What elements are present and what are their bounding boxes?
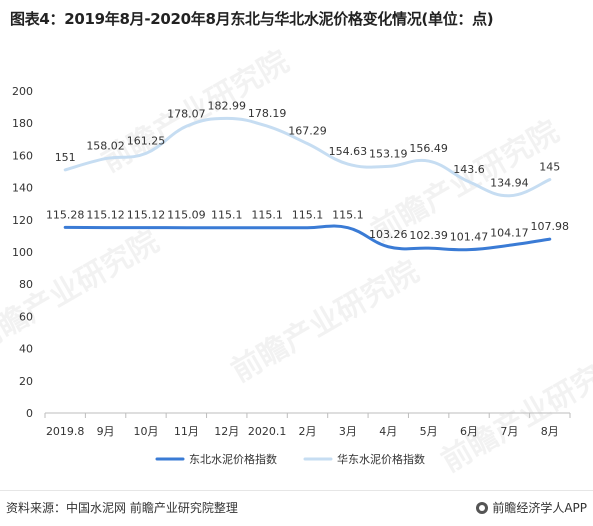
y-tick-label: 140 <box>12 182 33 195</box>
data-label: 103.26 <box>369 228 408 241</box>
x-tick-label: 10月 <box>133 425 158 438</box>
x-tick-label: 6月 <box>460 425 478 438</box>
data-label: 145 <box>539 161 560 174</box>
series-line-dongbei <box>63 224 552 252</box>
y-tick-label: 80 <box>19 278 33 291</box>
x-tick-label: 2月 <box>299 425 317 438</box>
qianzhan-logo-icon <box>476 501 489 514</box>
watermark-text: 前瞻产业研究院 <box>0 224 165 359</box>
x-tick-label: 5月 <box>420 425 438 438</box>
x-tick-label: 9月 <box>97 425 115 438</box>
x-tick-label: 2020.1 <box>248 425 287 438</box>
data-label: 115.28 <box>46 208 85 221</box>
brand-text: 前瞻经济学人APP <box>492 501 587 515</box>
data-label: 158.02 <box>86 140 125 153</box>
series-layer <box>63 116 552 252</box>
data-label: 167.29 <box>288 125 327 138</box>
y-tick-label: 120 <box>12 214 33 227</box>
x-tick-label: 8月 <box>541 425 559 438</box>
y-tick-label: 40 <box>19 343 33 356</box>
data-label: 107.98 <box>531 220 570 233</box>
data-label: 115.1 <box>332 209 364 222</box>
data-label: 143.6 <box>453 163 485 176</box>
data-label: 115.12 <box>127 209 166 222</box>
y-tick-label: 100 <box>12 246 33 259</box>
data-label: 115.12 <box>86 209 125 222</box>
data-label: 156.49 <box>409 142 448 155</box>
data-label: 182.99 <box>207 99 246 112</box>
series-line-huadong <box>63 116 552 198</box>
footer-divider <box>0 490 593 491</box>
data-label: 115.1 <box>251 209 283 222</box>
data-label: 153.19 <box>369 147 408 160</box>
legend-label: 东北水泥价格指数 <box>189 452 277 466</box>
x-tick-label: 11月 <box>174 425 199 438</box>
data-label: 154.63 <box>329 145 368 158</box>
y-tick-label: 180 <box>12 117 33 130</box>
x-tick-label: 12月 <box>214 425 239 438</box>
x-tick-label: 2019.8 <box>46 425 85 438</box>
chart-axes: 2019.8 9月 10月 11月 12月 2020.1 2月 3月 4月 5月 6月 7月 8月 0 20… <box>12 85 571 438</box>
y-tick-label: 160 <box>12 149 33 162</box>
watermark-text: 前瞻产业研究院 <box>436 344 593 479</box>
source-note: 资料来源：中国水泥网 前瞻产业研究院整理 <box>6 501 238 515</box>
y-tick-label: 60 <box>19 310 33 323</box>
legend-label: 华东水泥价格指数 <box>337 452 425 466</box>
x-tick-label: 3月 <box>339 425 357 438</box>
y-tick-label: 0 <box>26 407 33 420</box>
data-label: 151 <box>55 151 76 164</box>
chart-legend: 东北水泥价格指数 华东水泥价格指数 <box>155 452 425 466</box>
brand-credit: 前瞻经济学人APP <box>476 499 587 516</box>
data-labels-layer: 115.28 115.12 115.12 115.09 115.1 115.1 115.1 1… <box>46 99 569 243</box>
data-label: 115.1 <box>211 209 243 222</box>
data-label: 101.47 <box>450 231 489 244</box>
watermark-text: 前瞻产业研究院 <box>226 254 425 389</box>
data-label: 115.09 <box>167 209 206 222</box>
data-label: 115.1 <box>292 209 324 222</box>
x-tick-label: 7月 <box>500 425 518 438</box>
data-label: 134.94 <box>490 177 529 190</box>
data-label: 102.39 <box>409 229 448 242</box>
chart-title: 图表4：2019年8月-2020年8月东北与华北水泥价格变化情况(单位：点) <box>10 10 494 28</box>
x-tick-label: 4月 <box>379 425 397 438</box>
y-tick-label: 20 <box>19 375 33 388</box>
data-label: 104.17 <box>490 226 529 239</box>
data-label: 161.25 <box>127 134 166 147</box>
y-tick-label: 200 <box>12 85 33 98</box>
data-label: 178.07 <box>167 107 206 120</box>
data-label: 178.19 <box>248 107 287 120</box>
